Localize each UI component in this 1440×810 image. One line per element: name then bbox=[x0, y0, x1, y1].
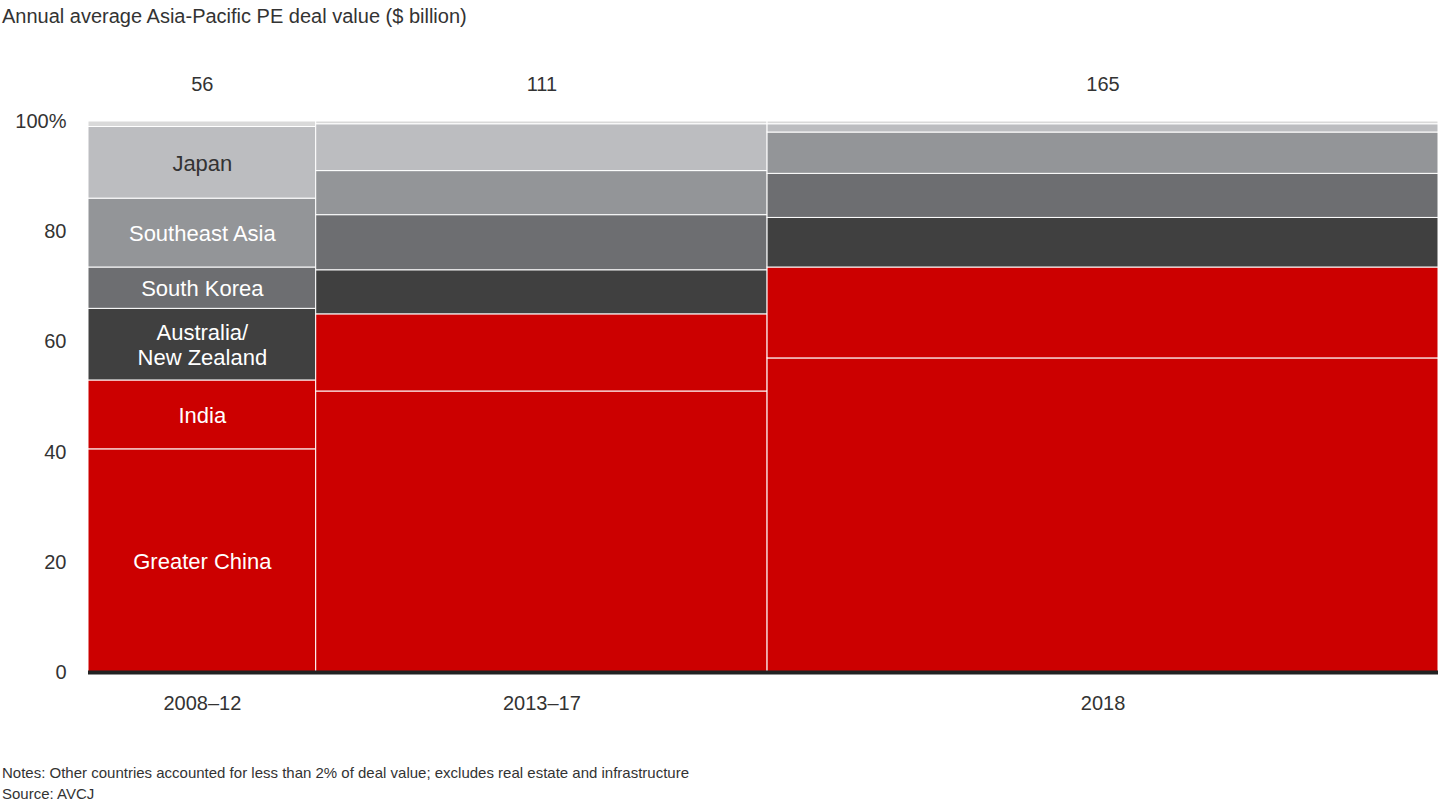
svg-text:2018: 2018 bbox=[1081, 692, 1126, 714]
svg-text:0: 0 bbox=[55, 661, 66, 683]
svg-text:100%: 100% bbox=[15, 110, 66, 132]
svg-text:Greater China: Greater China bbox=[133, 549, 272, 574]
svg-text:South Korea: South Korea bbox=[141, 276, 264, 301]
svg-text:Japan: Japan bbox=[172, 151, 232, 176]
svg-text:60: 60 bbox=[44, 330, 66, 352]
html-text:Notes: Other countries account: Notes: Other countries accounted for les… bbox=[2, 764, 690, 781]
svg-text:111: 111 bbox=[527, 73, 557, 95]
svg-text:40: 40 bbox=[44, 441, 66, 463]
svg-text:2008–12: 2008–12 bbox=[163, 692, 241, 714]
svg-text:Southeast Asia: Southeast Asia bbox=[129, 221, 277, 246]
html-text:Source: AVCJ: Source: AVCJ bbox=[2, 785, 95, 802]
svg-text:56: 56 bbox=[191, 73, 213, 95]
html-text:Annual average Asia-Pacific PE: Annual average Asia-Pacific PE deal valu… bbox=[2, 5, 467, 27]
svg-text:2013–17: 2013–17 bbox=[503, 692, 581, 714]
svg-text:India: India bbox=[178, 403, 226, 428]
svg-text:80: 80 bbox=[44, 220, 66, 242]
svg-text:20: 20 bbox=[44, 551, 66, 573]
svg-text:165: 165 bbox=[1086, 73, 1119, 95]
svg-text:Australia/New Zealand: Australia/New Zealand bbox=[138, 320, 268, 369]
